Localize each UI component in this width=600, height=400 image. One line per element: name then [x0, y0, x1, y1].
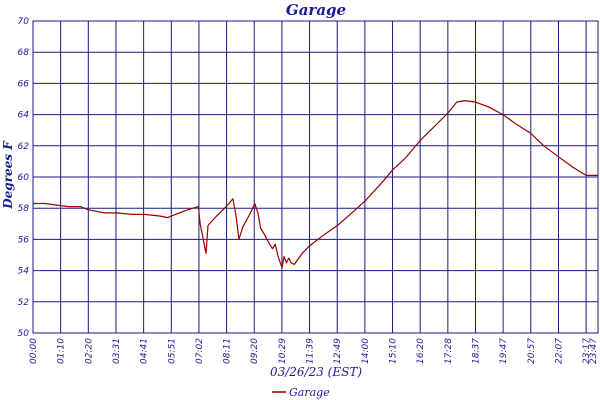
- y-tick-label: 50: [18, 329, 30, 339]
- x-tick-label: 05:51: [167, 338, 177, 364]
- x-tick-labels: 00:00 01:10 02:20 03:31 04:41 05:51 07:02 08:11…: [29, 338, 599, 364]
- y-tick-label: 58: [18, 204, 30, 214]
- y-tick-label: 56: [18, 235, 30, 245]
- x-tick-label: 03:31: [112, 338, 122, 364]
- x-tick-label: 02:20: [84, 338, 94, 364]
- y-tick-label: 54: [18, 267, 30, 277]
- x-tick-label: 23:17: [582, 338, 592, 364]
- x-tick-label: 14:00: [361, 338, 371, 364]
- x-tick-label: 07:02: [195, 338, 205, 364]
- legend-label-garage: Garage: [289, 386, 330, 399]
- y-tick-label: 70: [18, 17, 30, 27]
- y-tick-label: 66: [18, 79, 30, 89]
- x-tick-label: 01:10: [57, 338, 67, 364]
- x-tick-label: 22:07: [554, 338, 564, 364]
- x-tick-label: 19:47: [499, 338, 509, 364]
- x-tick-label: 16:20: [416, 338, 426, 364]
- y-tick-label: 60: [18, 173, 30, 183]
- x-tick-label: 09:20: [250, 338, 260, 364]
- x-tick-label: 18:37: [471, 338, 481, 364]
- y-axis-label: Degrees F: [1, 140, 15, 210]
- y-tick-labels: 50 52 54 56 58 60 62 64 66 68 70: [18, 17, 30, 339]
- x-tick-label: 20:57: [527, 338, 537, 364]
- y-tick-label: 62: [18, 142, 30, 152]
- x-tick-label: 11:39: [306, 338, 316, 364]
- x-tick-label: 15:10: [389, 338, 399, 364]
- grid: [33, 20, 598, 334]
- x-tick-label: 10:29: [278, 338, 288, 364]
- x-tick-label: 12:49: [333, 338, 343, 364]
- x-axis-label: 03/26/23 (EST): [270, 365, 362, 379]
- chart-title: Garage: [286, 1, 346, 19]
- x-tick-label: 17:28: [444, 338, 454, 364]
- plot-frame: [32, 20, 599, 334]
- y-tick-label: 68: [18, 48, 30, 58]
- x-tick-label: 23:47: [589, 338, 599, 364]
- y-tick-label: 52: [18, 298, 30, 308]
- y-tick-label: 64: [18, 111, 30, 121]
- x-tick-label: 00:00: [29, 338, 39, 364]
- series-line-garage: [33, 99, 598, 269]
- legend: Garage: [272, 386, 330, 399]
- x-tick-label: 08:11: [223, 338, 233, 364]
- x-tick-label: 04:41: [140, 338, 150, 364]
